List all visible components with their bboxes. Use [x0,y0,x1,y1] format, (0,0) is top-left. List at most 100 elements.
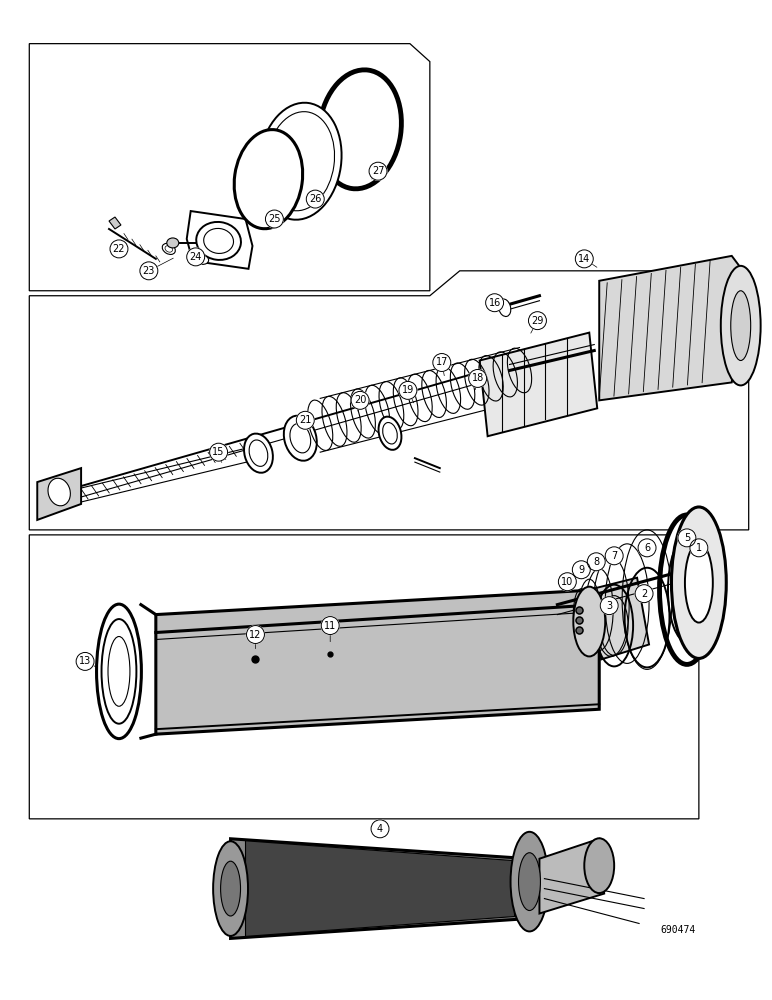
Ellipse shape [48,478,70,506]
Ellipse shape [266,112,334,211]
Ellipse shape [259,103,341,220]
Polygon shape [187,211,252,269]
Text: 4: 4 [377,824,383,834]
Ellipse shape [668,537,706,642]
Circle shape [605,547,623,565]
Circle shape [529,312,547,330]
Text: 22: 22 [113,244,125,254]
Text: 7: 7 [611,551,618,561]
Circle shape [558,573,577,591]
Polygon shape [231,839,530,938]
Ellipse shape [584,838,615,893]
Text: 1: 1 [696,543,702,553]
Ellipse shape [731,291,750,361]
Text: 690474: 690474 [661,925,696,935]
Polygon shape [245,841,514,936]
Ellipse shape [96,604,141,739]
Text: 11: 11 [324,621,337,631]
Circle shape [690,539,708,557]
Text: 18: 18 [472,373,484,383]
Text: 24: 24 [189,252,201,262]
Circle shape [469,369,486,387]
Text: 26: 26 [309,194,321,204]
Circle shape [575,250,593,268]
Ellipse shape [234,130,303,229]
Text: 6: 6 [644,543,650,553]
Text: 14: 14 [578,254,591,264]
Circle shape [572,561,591,579]
Text: 5: 5 [684,533,690,543]
Polygon shape [109,217,121,229]
Ellipse shape [721,266,760,385]
Circle shape [76,652,94,670]
Text: 13: 13 [79,656,91,666]
Text: 12: 12 [249,630,262,640]
Text: 19: 19 [401,385,414,395]
Circle shape [678,529,696,547]
Ellipse shape [290,424,310,453]
Text: 27: 27 [372,166,384,176]
Circle shape [371,820,389,838]
Ellipse shape [510,832,548,931]
Polygon shape [599,256,747,400]
Text: 10: 10 [561,577,574,587]
Text: 29: 29 [531,316,543,326]
Circle shape [433,354,451,371]
Ellipse shape [204,228,233,253]
Ellipse shape [196,222,241,260]
Ellipse shape [167,238,179,248]
Circle shape [351,391,369,409]
Polygon shape [37,468,81,520]
Ellipse shape [213,841,248,936]
Polygon shape [156,590,599,734]
Polygon shape [479,333,598,436]
Ellipse shape [574,587,605,656]
Polygon shape [540,839,604,914]
Ellipse shape [108,637,130,706]
Circle shape [210,443,228,461]
Circle shape [587,553,605,571]
Text: 16: 16 [489,298,501,308]
Circle shape [140,262,157,280]
Text: 15: 15 [212,447,225,457]
Circle shape [600,597,618,615]
Circle shape [110,240,128,258]
Polygon shape [589,578,649,659]
Ellipse shape [519,853,540,911]
Ellipse shape [162,243,175,254]
Ellipse shape [221,861,241,916]
Ellipse shape [659,515,714,664]
Ellipse shape [685,543,713,623]
Text: 21: 21 [299,415,311,425]
Circle shape [399,381,417,399]
Ellipse shape [244,434,273,473]
Circle shape [306,190,324,208]
Ellipse shape [197,255,208,264]
Ellipse shape [249,440,268,466]
Text: 9: 9 [578,565,584,575]
Circle shape [187,248,205,266]
Text: 20: 20 [354,395,366,405]
Text: 8: 8 [593,557,599,567]
Ellipse shape [165,246,173,252]
Ellipse shape [499,299,511,316]
Circle shape [266,210,283,228]
Text: 2: 2 [641,589,647,599]
Ellipse shape [383,423,398,444]
Ellipse shape [378,417,401,450]
Circle shape [638,539,656,557]
Circle shape [296,411,314,429]
Circle shape [369,162,387,180]
Ellipse shape [284,416,317,461]
Text: 25: 25 [268,214,281,224]
Text: 3: 3 [606,601,612,611]
Text: 17: 17 [435,357,448,367]
Ellipse shape [319,70,401,189]
Circle shape [486,294,503,312]
Text: 23: 23 [143,266,155,276]
Ellipse shape [672,507,726,658]
Circle shape [246,626,265,643]
Circle shape [321,617,339,635]
Ellipse shape [102,619,137,724]
Circle shape [635,585,653,603]
